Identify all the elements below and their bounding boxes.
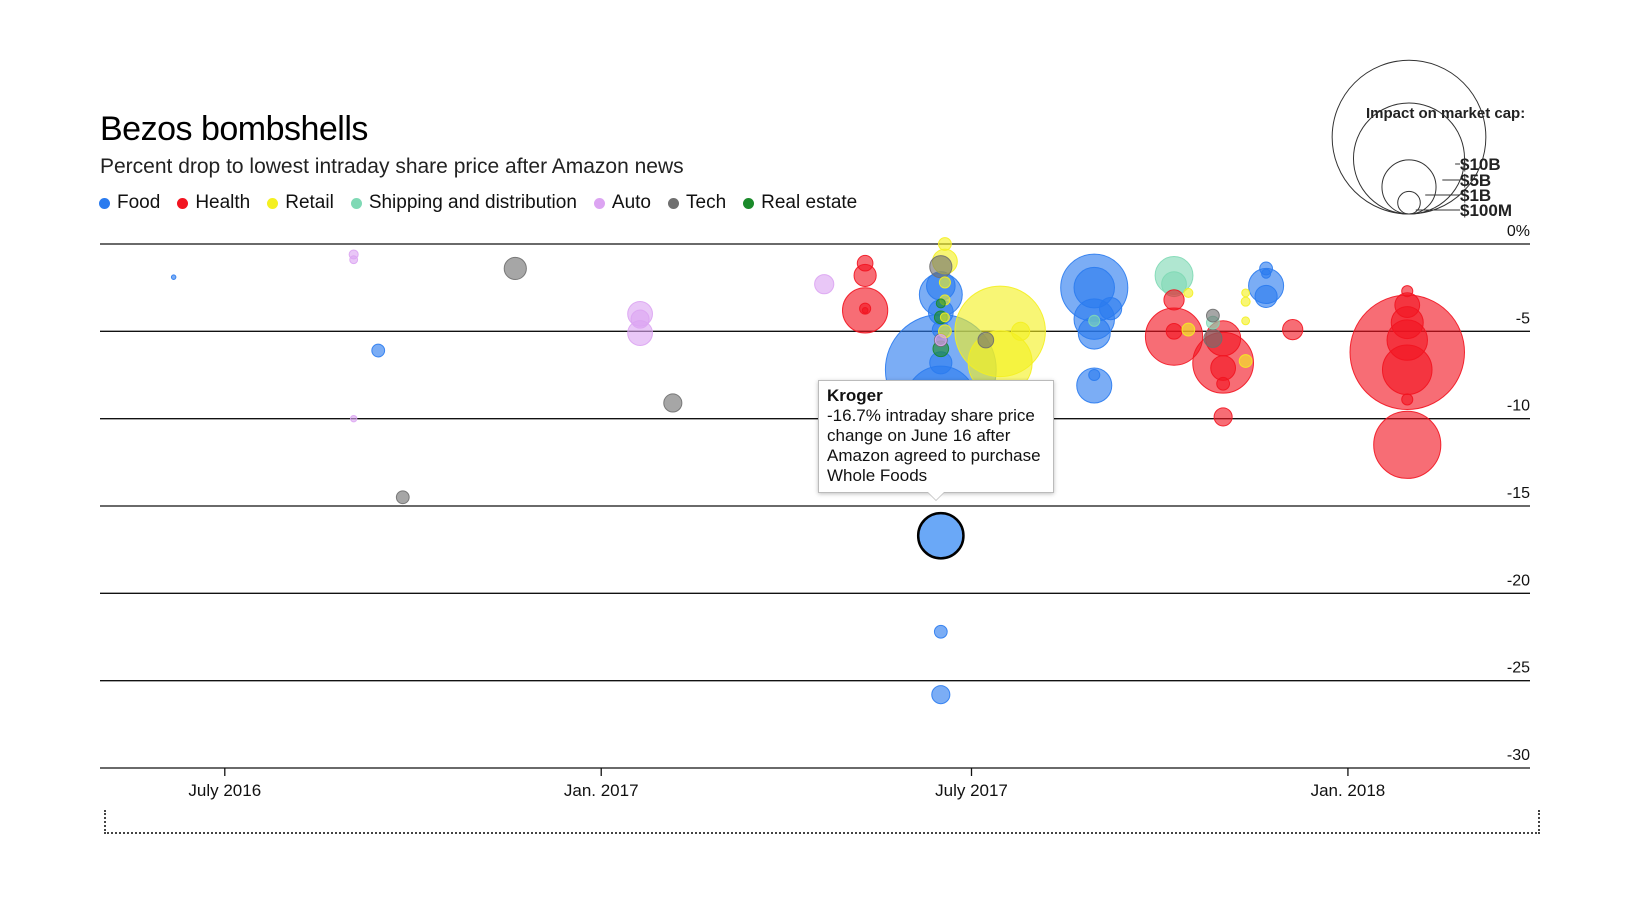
size-legend-label: $100M (1460, 201, 1512, 220)
data-point (349, 414, 358, 423)
legend-item-retail[interactable]: Retail (267, 192, 334, 214)
data-point (814, 274, 835, 295)
size-legend-label: $1B (1460, 186, 1491, 205)
data-point (630, 309, 650, 329)
size-legend-circle (1397, 190, 1421, 215)
chart-title: Bezos bombshells (100, 110, 368, 148)
x-tick-label: July 2017 (935, 781, 1008, 800)
tooltip-text: -16.7% intraday share price change on Ju… (827, 406, 1041, 485)
data-point (1163, 289, 1185, 311)
legend-label: Auto (611, 192, 651, 213)
size-legend-label: $5B (1460, 171, 1491, 190)
data-point (1401, 285, 1414, 298)
data-point (503, 256, 527, 281)
size-legend-circle (1352, 102, 1466, 215)
data-point (1401, 393, 1414, 406)
data-point (933, 624, 948, 639)
data-point (1206, 308, 1220, 323)
data-point (934, 334, 947, 347)
dotted-footer-frame (104, 810, 1540, 834)
legend-label: Shipping and distribution (368, 192, 577, 213)
data-point (1373, 410, 1442, 479)
y-tick-label: -25 (1507, 660, 1530, 677)
data-point (939, 312, 950, 323)
tooltip-company: Kroger (827, 386, 883, 405)
legend-label: Health (195, 192, 251, 213)
data-point (1261, 268, 1272, 279)
data-point (938, 237, 952, 251)
data-point (938, 276, 951, 289)
data-point (856, 254, 874, 272)
data-point (1238, 354, 1253, 368)
legend-label: Real estate (761, 192, 858, 213)
data-point (861, 307, 869, 314)
legend-label: Retail (285, 192, 334, 213)
legend-item-tech[interactable]: Tech (668, 192, 726, 214)
size-legend-title: Impact on market cap: (1366, 105, 1526, 122)
x-tick-label: Jan. 2017 (564, 781, 639, 800)
data-point (1213, 407, 1233, 427)
legend-dot (350, 197, 362, 209)
data-point (1203, 328, 1223, 348)
legend-dot (593, 197, 605, 209)
data-point (1099, 297, 1123, 321)
highlighted-point (916, 511, 965, 560)
data-point (1183, 287, 1194, 298)
data-point (371, 343, 386, 358)
x-tick-label: July 2016 (188, 781, 261, 800)
legend-item-auto[interactable]: Auto (593, 192, 651, 214)
legend-item-food[interactable]: Food (99, 192, 160, 214)
data-point (1282, 318, 1304, 341)
data-point (395, 490, 410, 505)
data-point (1254, 284, 1278, 308)
data-point (1210, 355, 1237, 381)
data-point (1216, 376, 1231, 391)
data-point (1241, 316, 1251, 326)
data-point (1165, 322, 1183, 340)
legend-item-shipping[interactable]: Shipping and distribution (350, 192, 577, 214)
y-tick-label: -30 (1507, 747, 1530, 764)
data-point (1240, 296, 1251, 307)
legend-dot (177, 197, 189, 209)
legend-label: Food (117, 192, 161, 213)
data-point (170, 274, 177, 280)
tooltip: Kroger -16.7% intraday share price chang… (818, 380, 1054, 493)
data-point (1011, 321, 1031, 341)
legend-item-real-estate[interactable]: Real estate (743, 192, 857, 214)
y-tick-label: -15 (1507, 485, 1530, 502)
data-point (1241, 288, 1251, 298)
data-point (1076, 367, 1113, 404)
data-point (1088, 314, 1101, 327)
x-tick-label: Jan. 2018 (1311, 781, 1386, 800)
legend-dot (743, 197, 755, 209)
y-tick-label: -5 (1516, 310, 1530, 327)
legend-dot (99, 197, 110, 209)
data-point (929, 255, 953, 279)
size-legend-label: $10B (1460, 155, 1501, 174)
data-point (1088, 368, 1101, 382)
tooltip-arrow (928, 492, 944, 500)
data-point (1181, 322, 1196, 337)
data-point (977, 331, 995, 349)
legend-label: Tech (686, 192, 727, 213)
y-tick-label: -20 (1507, 572, 1530, 589)
chart-subtitle: Percent drop to lowest intraday share pr… (100, 155, 684, 178)
data-point (935, 298, 946, 309)
data-point (349, 255, 359, 265)
data-point (663, 393, 683, 413)
y-tick-label: 0% (1507, 223, 1530, 240)
data-point (931, 685, 951, 705)
legend-dot (267, 197, 279, 209)
category-legend: Food Health Retail Shipping and distribu… (99, 192, 874, 214)
legend-dot (668, 197, 679, 209)
size-legend-circle (1381, 159, 1437, 215)
legend-item-health[interactable]: Health (177, 192, 250, 214)
y-tick-label: -10 (1507, 398, 1530, 415)
